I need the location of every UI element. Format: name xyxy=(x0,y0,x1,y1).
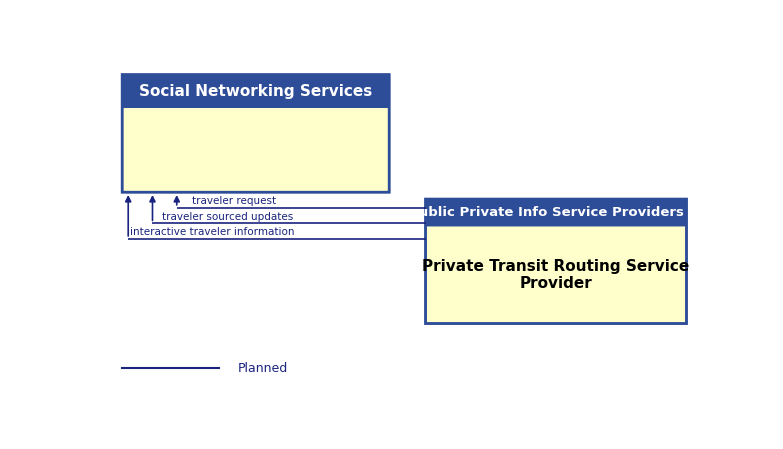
FancyBboxPatch shape xyxy=(122,75,389,192)
FancyBboxPatch shape xyxy=(426,199,687,226)
Text: interactive traveler information: interactive traveler information xyxy=(130,227,294,237)
Bar xyxy=(122,93,389,108)
Text: Private Transit Routing Service
Provider: Private Transit Routing Service Provider xyxy=(422,259,690,291)
Text: Planned: Planned xyxy=(237,362,287,375)
Text: traveler sourced updates: traveler sourced updates xyxy=(161,211,293,221)
FancyBboxPatch shape xyxy=(122,75,389,108)
Text: Social Networking Services: Social Networking Services xyxy=(139,84,372,99)
Bar xyxy=(426,214,687,226)
FancyBboxPatch shape xyxy=(426,199,687,324)
Text: traveler request: traveler request xyxy=(192,196,276,206)
Text: Public Private Info Service Providers ...: Public Private Info Service Providers ..… xyxy=(409,206,703,219)
